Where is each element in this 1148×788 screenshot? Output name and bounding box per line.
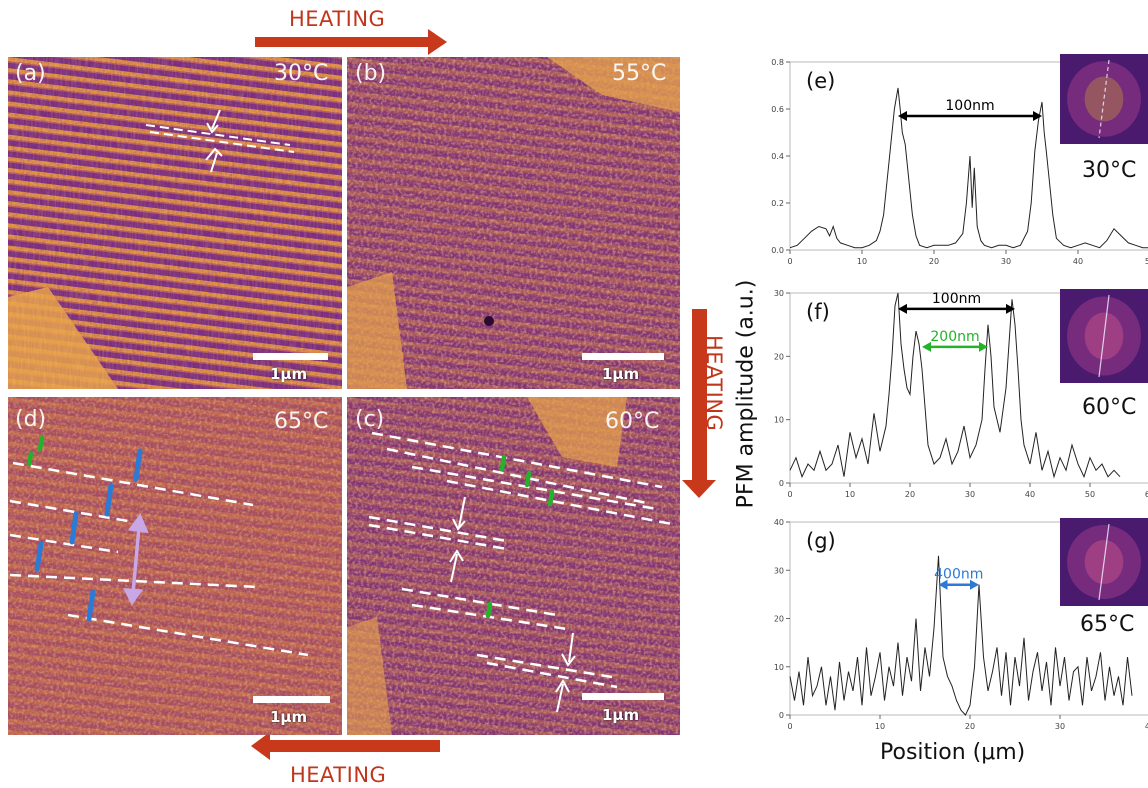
heating-label-bottom: HEATING — [290, 763, 387, 787]
annotation-arrow-head-right — [1006, 303, 1015, 314]
x-tick-label: 30 — [965, 490, 975, 499]
y-tick-label: 0.2 — [771, 199, 784, 208]
panel-b-scalebar — [582, 353, 664, 360]
x-tick-label: 10 — [875, 722, 885, 731]
x-tick-label: 30 — [1001, 257, 1011, 266]
x-tick-label: 20 — [929, 257, 939, 266]
panel-a-label: (a) — [15, 61, 46, 86]
data-line — [789, 87, 1148, 249]
chart-panel-label: (g) — [806, 529, 836, 553]
fft-inset-axis — [1098, 294, 1110, 378]
y-tick-label: 0.0 — [771, 246, 784, 255]
annotation-label: 100nm — [932, 291, 981, 307]
annotation-arrow-head-left — [898, 303, 907, 314]
x-tick-label: 0 — [787, 722, 792, 731]
panel-d-scale-label: 1μm — [270, 708, 308, 726]
chart-panel-label: (f) — [806, 300, 830, 324]
panel-b-texture — [347, 57, 680, 389]
afm-panel-b: (b) 55°C 1μm — [347, 57, 680, 389]
x-tick-label: 0 — [787, 257, 792, 266]
y-tick-label: 0.8 — [771, 58, 784, 67]
panel-a-scalebar — [253, 353, 328, 360]
annotation-label: 200nm — [930, 329, 979, 345]
x-tick-label: 20 — [905, 490, 915, 499]
x-tick-label: 50 — [1145, 257, 1148, 266]
panel-b-label: (b) — [355, 61, 387, 86]
annotation-label: 100nm — [945, 98, 994, 114]
x-tick-label: 40 — [1073, 257, 1083, 266]
panel-d-label: (d) — [15, 407, 47, 432]
x-tick-label: 60 — [1145, 490, 1148, 499]
panel-b-temp: 55°C — [612, 61, 667, 86]
data-line — [789, 555, 1133, 716]
y-tick-label: 30 — [774, 566, 784, 575]
afm-panel-c: (c) 60°C 1μm — [347, 397, 680, 735]
annotation-arrow-head-left — [922, 341, 931, 352]
chart-g: 0 10 20 30 40 0 10 20 30 40 (g) 65°C 400nm — [774, 518, 1148, 731]
chart-temperature-label: 60°C — [1082, 395, 1136, 420]
x-tick-label: 10 — [845, 490, 855, 499]
y-tick-label: 10 — [774, 416, 784, 425]
y-tick-label: 30 — [774, 289, 784, 298]
annotation-label: 400nm — [934, 567, 983, 583]
y-tick-label: 0.4 — [771, 152, 784, 161]
panel-a-texture — [8, 57, 342, 389]
heating-label-top: HEATING — [289, 7, 386, 31]
heating-arrow-down — [682, 309, 716, 498]
y-tick-label: 20 — [774, 352, 784, 361]
panel-b-scale-label: 1μm — [602, 365, 640, 383]
annotation-arrow-head-right — [970, 579, 979, 590]
annotation-arrow-head-right — [1033, 111, 1042, 122]
y-tick-label: 0.6 — [771, 105, 784, 114]
panel-c-label: (c) — [355, 407, 385, 432]
chart-temperature-label: 30°C — [1082, 158, 1136, 183]
chart-f: 0 10 20 30 40 50 60 0 10 20 30 (f) 60°C 100nm 200nm — [774, 289, 1148, 499]
x-tick-label: 40 — [1025, 490, 1035, 499]
fft-inset-axis — [1098, 59, 1110, 139]
panel-a-temp: 30°C — [274, 61, 329, 86]
afm-panel-d: (d) 65°C 1μm — [8, 397, 342, 735]
x-tick-label: 10 — [857, 257, 867, 266]
panel-a-scale-label: 1μm — [270, 365, 308, 383]
annotation-arrow-head-left — [898, 111, 907, 122]
panel-d-texture — [8, 397, 342, 735]
x-axis-label: Position (μm) — [880, 740, 1026, 765]
y-tick-label: 40 — [774, 518, 784, 527]
fft-inset-core — [1084, 76, 1124, 122]
panel-c-scalebar — [582, 693, 664, 700]
panel-d-temp: 65°C — [274, 409, 329, 434]
x-tick-label: 30 — [1055, 722, 1065, 731]
panel-c-scale-label: 1μm — [602, 706, 640, 724]
panel-c-temp: 60°C — [605, 409, 660, 434]
afm-panel-a: (a) 30°C 1μm — [8, 57, 342, 389]
heating-arrow-left — [251, 732, 440, 760]
panel-d-scalebar — [253, 696, 330, 703]
x-tick-label: 20 — [965, 722, 975, 731]
x-tick-label: 40 — [1145, 722, 1148, 731]
y-tick-label: 0 — [779, 711, 784, 720]
y-tick-label: 0 — [779, 479, 784, 488]
data-line — [789, 292, 1121, 479]
x-tick-label: 50 — [1085, 490, 1095, 499]
fft-inset-axis — [1098, 523, 1110, 601]
x-tick-label: 0 — [787, 490, 792, 499]
chart-e: 0 10 20 30 40 50 0.0 0.2 0.4 0.6 0.8 (e) 30°C 100nm — [771, 54, 1148, 266]
annotation-arrow-head-left — [938, 579, 948, 590]
y-tick-label: 10 — [774, 663, 784, 672]
chart-temperature-label: 65°C — [1080, 612, 1134, 637]
y-tick-label: 20 — [774, 615, 784, 624]
chart-panel-label: (e) — [806, 69, 835, 93]
annotation-arrow-head-right — [979, 341, 988, 352]
heating-arrow-right — [255, 29, 447, 55]
panel-c-texture — [347, 397, 680, 735]
